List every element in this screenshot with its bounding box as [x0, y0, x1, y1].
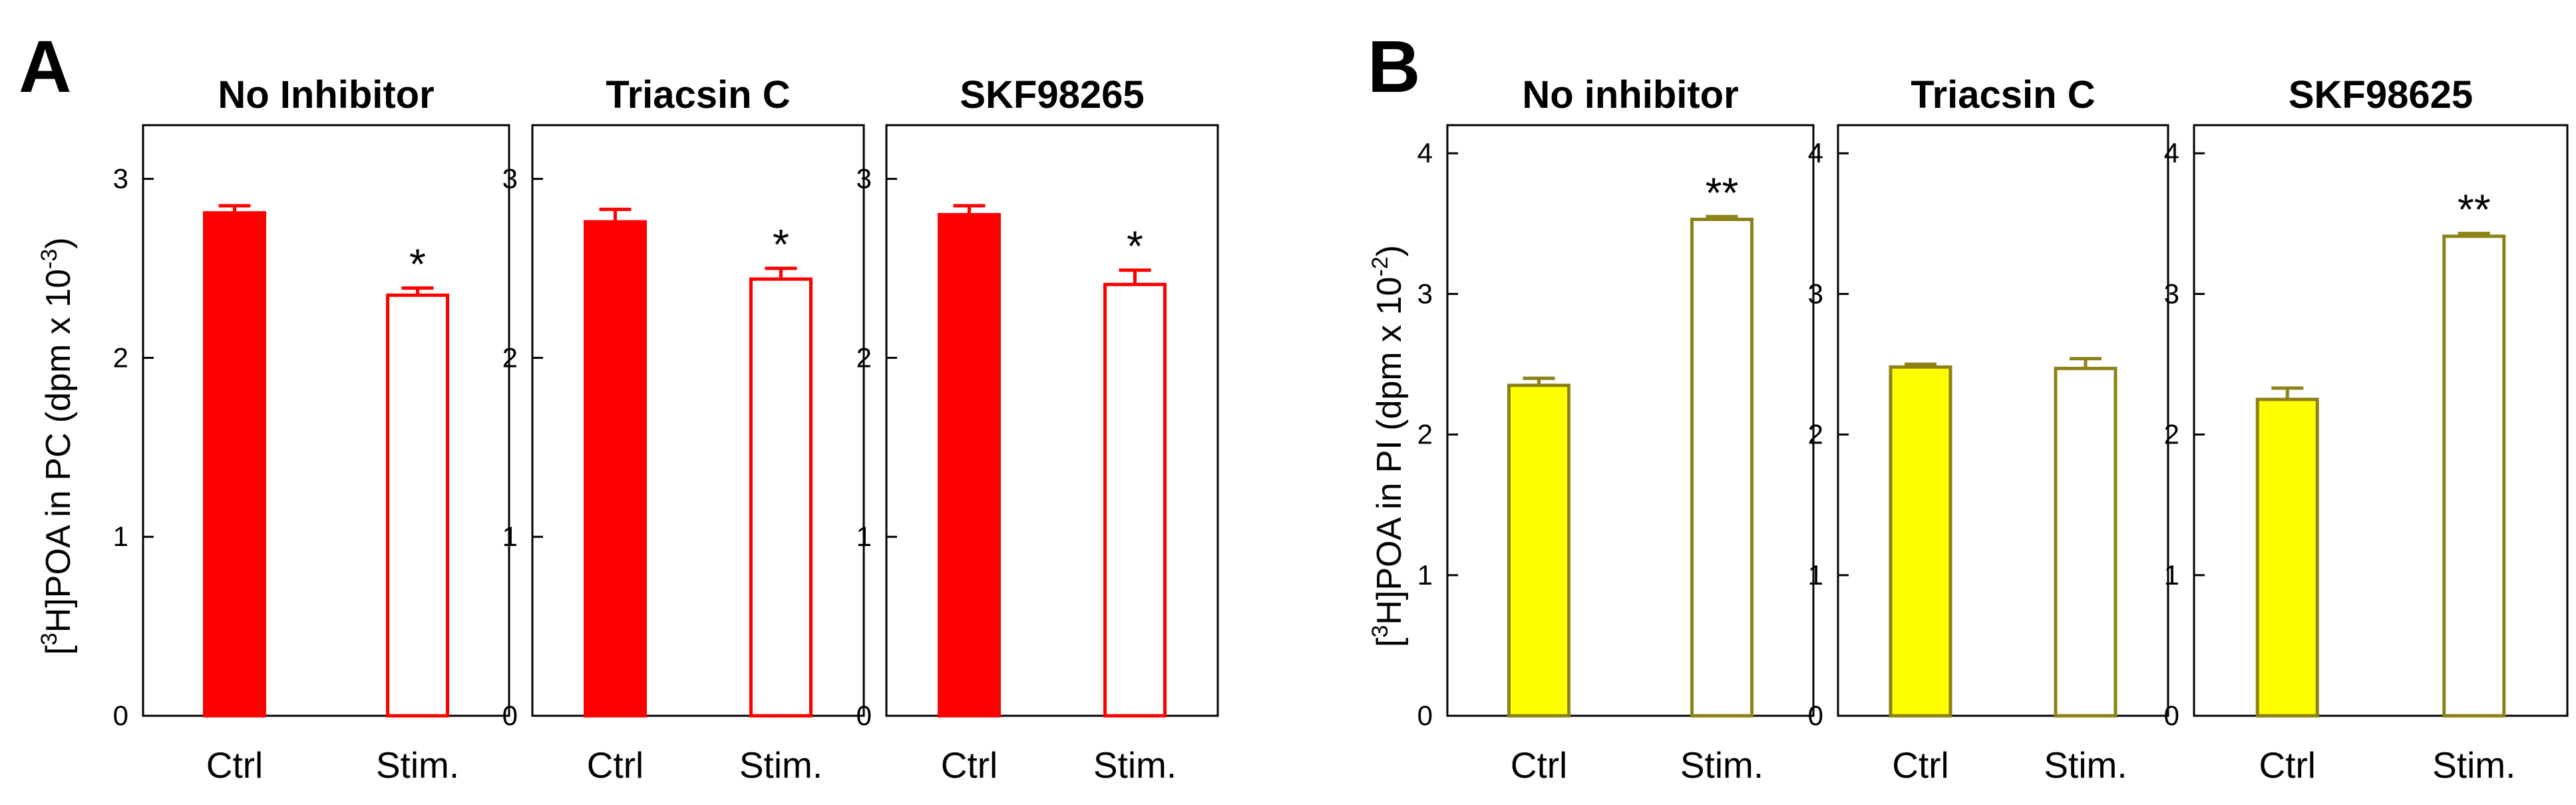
y-tick-label: 2: [502, 342, 518, 373]
category-label: Stim.: [739, 744, 823, 786]
panel-letter-b: B: [1368, 26, 1420, 108]
category-label: Stim.: [376, 744, 459, 786]
plot-frame: [142, 124, 510, 717]
plot-frame: [885, 124, 1219, 717]
y-tick-label: 4: [1808, 137, 1823, 168]
bar-ctrl: [2255, 398, 2319, 718]
y-tick-label: 1: [113, 521, 128, 552]
y-tick-label: 3: [1417, 278, 1433, 309]
y-tick-label: 3: [113, 163, 128, 194]
y-tick-label: 0: [113, 700, 128, 731]
y-tick-label: 2: [1808, 419, 1823, 450]
y-tick-label: 2: [2164, 419, 2179, 450]
subplot-title: Triacsin C: [606, 73, 790, 117]
y-tick-label: 0: [502, 700, 518, 731]
significance-marker: *: [773, 220, 789, 268]
subplot-5: Triacsin C 0 1 2 3 4 Ctrl Stim.: [1808, 73, 2169, 786]
subplots: No Inhibitor 0 1 2 3 Ctrl Stim. * Triacsin C 0 1 2 3…: [113, 73, 2569, 786]
category-label: Ctrl: [587, 744, 644, 786]
y-axis-label-a: [3H]POA in PC (dpm x 10-3): [37, 237, 78, 655]
y-tick-label: 0: [2164, 700, 2179, 731]
subplot-1: No Inhibitor 0 1 2 3 Ctrl Stim. *: [113, 73, 510, 786]
y-tick-label: 1: [502, 521, 518, 552]
subplot-title: SKF98265: [960, 73, 1144, 117]
bar-ctrl: [1507, 384, 1570, 718]
bar-stim: [2054, 366, 2117, 718]
bar-stim: [1690, 217, 1753, 718]
y-tick-label: 3: [856, 163, 872, 194]
category-label: Stim.: [2044, 744, 2127, 786]
subplot-title: Triacsin C: [1911, 73, 2095, 117]
category-label: Ctrl: [941, 744, 998, 786]
bar-stim: [749, 277, 813, 718]
significance-marker: **: [2458, 186, 2491, 234]
significance-marker: **: [1706, 168, 1739, 216]
y-tick-label: 1: [2164, 559, 2179, 591]
plot-frame: [2193, 124, 2569, 717]
y-tick-label: 4: [1417, 137, 1433, 168]
y-tick-label: 0: [856, 700, 872, 731]
y-tick-label: 3: [502, 163, 518, 194]
subplot-2: Triacsin C 0 1 2 3 Ctrl Stim. *: [502, 73, 865, 786]
bar-ctrl: [1889, 365, 1952, 718]
category-label: Ctrl: [1511, 744, 1568, 786]
subplot-4: No inhibitor 0 1 2 3 4 Ctrl Stim. **: [1417, 73, 1815, 786]
significance-marker: *: [409, 240, 426, 288]
y-tick-label: 0: [1808, 700, 1823, 731]
y-tick-label: 0: [1417, 700, 1433, 731]
y-tick-label: 2: [856, 342, 872, 373]
y-tick-label: 1: [1808, 559, 1823, 591]
y-tick-label: 1: [1417, 559, 1433, 591]
category-label: Ctrl: [1892, 744, 1949, 786]
bar-ctrl: [584, 220, 647, 718]
significance-marker: *: [1127, 222, 1143, 270]
subplot-6: SKF98625 0 1 2 3 4 Ctrl Stim. **: [2164, 73, 2569, 786]
y-tick-label: 3: [2164, 278, 2179, 309]
bar-ctrl: [203, 211, 266, 718]
bar-stim: [2442, 234, 2506, 718]
y-tick-label: 2: [1417, 419, 1433, 450]
y-axis-label-b: [3H]POA in PI (dpm x 10-2): [1368, 245, 1409, 647]
y-tick-label: 4: [2164, 137, 2179, 168]
subplot-title: No inhibitor: [1522, 73, 1738, 117]
plot-frame: [1837, 124, 2169, 717]
plot-frame: [531, 124, 865, 717]
category-label: Ctrl: [206, 744, 264, 786]
subplot-title: No Inhibitor: [218, 73, 434, 117]
subplot-title: SKF98625: [2289, 73, 2473, 117]
bar-stim: [1103, 282, 1167, 718]
plot-frame: [1446, 124, 1815, 717]
y-tick-label: 1: [856, 521, 872, 552]
bar-ctrl: [938, 212, 1001, 718]
subplot-3: SKF98265 0 1 2 3 Ctrl Stim. *: [856, 73, 1219, 786]
y-tick-label: 3: [1808, 278, 1823, 309]
panel-letter-a: A: [19, 26, 71, 108]
category-label: Stim.: [2432, 744, 2515, 786]
y-tick-label: 2: [113, 342, 128, 373]
category-label: Ctrl: [2259, 744, 2316, 786]
category-label: Stim.: [1093, 744, 1177, 786]
bar-stim: [386, 293, 449, 718]
category-label: Stim.: [1680, 744, 1763, 786]
